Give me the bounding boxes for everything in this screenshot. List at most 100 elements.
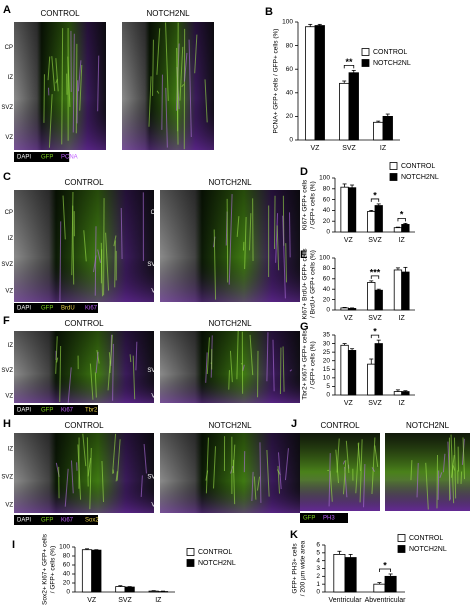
cell-streak: [161, 74, 163, 130]
cell-streak: [232, 444, 236, 474]
panel-title: CONTROL: [320, 421, 360, 430]
cell-streak: [101, 460, 105, 503]
y-tick-label: 40: [286, 90, 294, 97]
cell-streak: [289, 369, 293, 372]
cell-streak: [205, 437, 209, 494]
zone-label: SVZ: [147, 368, 159, 374]
y-axis-label: Tbr2+ Ki67+ GFP+ cells: [302, 329, 309, 399]
x-tick-label: SVZ: [118, 597, 132, 604]
panel-title: NOTCH2NL: [208, 421, 252, 430]
legend-label: NOTCH2NL: [198, 560, 236, 567]
y-tick-label: 4: [316, 557, 320, 564]
bar: [373, 583, 386, 593]
x-tick-label: IZ: [399, 237, 406, 244]
cell-streak: [282, 215, 286, 299]
cell-streak: [279, 347, 282, 394]
zone-label: SVZ: [109, 105, 121, 111]
x-tick-label: VZ: [87, 597, 97, 604]
y-axis-label: / BrdU+ GFP+ cells (%): [310, 250, 317, 318]
micrograph-shade: [160, 331, 300, 403]
cell-streak: [76, 80, 79, 124]
cell-streak: [61, 28, 64, 145]
cell-streak: [114, 240, 116, 288]
cell-streak: [249, 213, 252, 251]
cell-streak: [452, 465, 456, 471]
y-axis-label: / GFP+ cells (%): [310, 341, 317, 389]
cell-streak: [226, 198, 229, 283]
cell-streak: [285, 243, 287, 283]
bar: [348, 72, 359, 141]
bar: [124, 586, 135, 593]
x-tick-label: SVZ: [368, 237, 382, 244]
bar: [367, 211, 376, 233]
cell-streak: [72, 205, 75, 285]
cell-streak: [335, 449, 339, 484]
y-tick-label: 80: [63, 553, 71, 560]
stain-label: DAPI: [17, 518, 31, 524]
y-tick-label: 1: [316, 581, 320, 588]
significance-bracket: [370, 275, 380, 279]
y-tick-label: 6: [316, 542, 320, 549]
micrograph-shade: [300, 433, 380, 511]
cell-streak: [205, 352, 208, 383]
legend-label: CONTROL: [401, 163, 435, 170]
cell-streak: [72, 33, 75, 133]
x-tick-label: Abventricular: [365, 597, 407, 604]
legend-label: NOTCH2NL: [373, 60, 411, 67]
zone-label: CP: [5, 45, 13, 51]
x-tick-label: VZ: [311, 145, 321, 152]
cell-streak: [244, 217, 247, 270]
cell-streak: [83, 230, 87, 262]
bar: [401, 224, 410, 233]
bar: [340, 186, 349, 233]
panel-title: NOTCH2NL: [146, 9, 190, 18]
y-axis-label: PCNA+ GFP+ cells / GFP+ cells (%): [273, 29, 280, 134]
cell-streak: [329, 470, 333, 502]
cell-streak: [67, 367, 72, 403]
stain-label: GFP: [41, 155, 53, 161]
significance-bracket: [379, 568, 391, 572]
cell-streak: [55, 336, 58, 374]
cell-streak: [105, 232, 110, 291]
cell-streak: [56, 357, 59, 363]
cell-streak: [194, 34, 198, 74]
cell-streak: [89, 447, 92, 510]
cell-streak: [75, 43, 78, 134]
cell-streak: [179, 46, 184, 101]
micrograph-shade: [14, 190, 154, 302]
y-axis-label: / GFP+ cells (%): [50, 546, 57, 594]
stain-label: GFP: [303, 516, 315, 522]
cell-streak: [48, 94, 53, 148]
zone-label: SVZ: [1, 105, 13, 111]
cell-streak: [165, 22, 169, 101]
zone-label: VZ: [151, 503, 159, 509]
cell-streak: [274, 195, 276, 249]
cell-streak: [249, 334, 254, 376]
x-tick-label: Ventricular: [328, 597, 362, 604]
zone-label: SVZ: [1, 368, 13, 374]
zone-label: IZ: [8, 447, 14, 453]
y-axis-label: / GFP+ cells (%): [310, 181, 317, 229]
legend-swatch: [397, 545, 406, 553]
cell-streak: [276, 225, 280, 271]
bar: [393, 269, 403, 311]
legend-label: NOTCH2NL: [409, 546, 447, 553]
y-tick-label: 60: [286, 66, 294, 73]
bar: [393, 391, 403, 396]
cell-streak: [289, 212, 291, 258]
zone-label: IZ: [154, 236, 160, 242]
legend-swatch: [389, 173, 398, 181]
panel-title: CONTROL: [40, 9, 80, 18]
y-axis-label: GFP+ PH3+ cells: [292, 543, 299, 594]
y-tick-label: 100: [59, 544, 70, 551]
panel-title: NOTCH2NL: [208, 319, 252, 328]
cell-streak: [275, 213, 279, 263]
micrograph-shade: [14, 331, 154, 403]
panel-letter: D: [300, 166, 308, 178]
cell-streak: [342, 460, 347, 495]
stain-label: GFP: [41, 518, 53, 524]
bar: [344, 557, 357, 593]
y-tick-label: 2: [316, 573, 320, 580]
cell-streak: [148, 76, 152, 127]
panel-letter: C: [3, 171, 11, 183]
